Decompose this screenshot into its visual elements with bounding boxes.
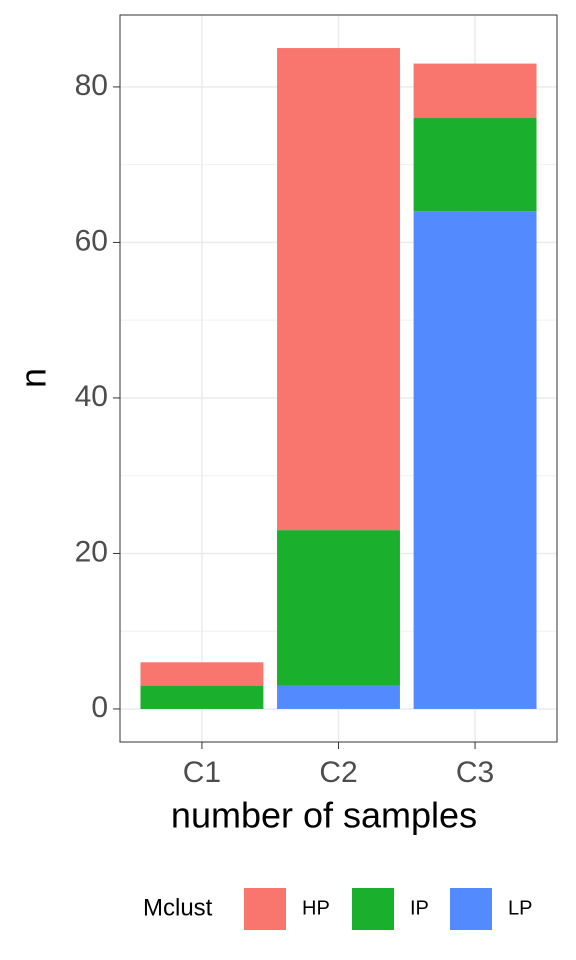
y-tick-label: 0: [91, 691, 108, 724]
y-tick-label: 20: [75, 535, 108, 568]
bar-segment: [140, 685, 264, 709]
y-tick-label: 40: [75, 380, 108, 413]
bar-segment: [277, 685, 400, 709]
bar-segment: [413, 211, 537, 709]
x-tick-label: C2: [319, 756, 357, 789]
legend-key: [352, 888, 394, 930]
y-axis-title: n: [13, 368, 54, 388]
x-axis-title: number of samples: [171, 795, 477, 836]
legend-key: [450, 888, 492, 930]
legend-label: HP: [302, 897, 330, 919]
y-tick-label: 60: [75, 224, 108, 257]
bar-segment: [277, 48, 400, 531]
bar-segment: [413, 63, 537, 119]
legend-label: IP: [410, 897, 429, 919]
x-tick-label: C1: [183, 756, 221, 789]
y-tick-label: 80: [75, 69, 108, 102]
legend-title: Mclust: [143, 894, 213, 921]
bar-segment: [140, 662, 264, 686]
panel-border: [119, 14, 558, 743]
legend-label: LP: [508, 897, 532, 919]
legend-key: [244, 888, 286, 930]
bar-segment: [413, 118, 537, 212]
bar-segment: [277, 530, 400, 686]
x-tick-label: C3: [456, 756, 494, 789]
